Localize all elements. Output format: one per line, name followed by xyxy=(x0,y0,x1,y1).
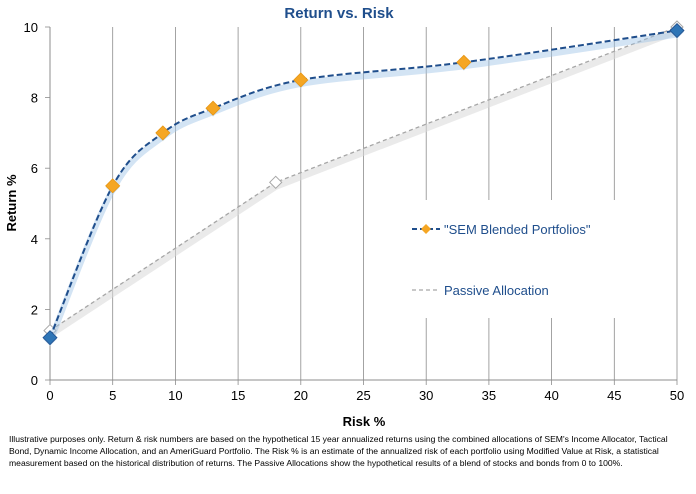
sem-point xyxy=(105,178,121,194)
y-tick-labels: 0 2 4 6 8 10 xyxy=(24,20,38,388)
sem-point xyxy=(456,54,472,70)
legend-passive-label: Passive Allocation xyxy=(444,283,549,298)
legend-sem-marker xyxy=(421,224,431,234)
x-tick-label: 10 xyxy=(168,388,182,403)
x-tick-label: 20 xyxy=(294,388,308,403)
y-tick-label: 2 xyxy=(31,302,38,317)
passive-series-line xyxy=(49,26,678,332)
legend-sem-label: "SEM Blended Portfolios" xyxy=(444,222,591,237)
y-tick-label: 10 xyxy=(24,20,38,35)
x-tick-label: 50 xyxy=(670,388,684,403)
sem-point xyxy=(42,330,58,346)
sem-point xyxy=(155,125,171,141)
sem-series-shadow xyxy=(47,31,678,343)
x-tick-label: 25 xyxy=(356,388,370,403)
sem-point xyxy=(293,72,309,88)
x-axis-label: Risk % xyxy=(343,414,386,429)
chart: Return vs. Risk 0 5 10 15 20 25 30 35 40 45 50 0 2 4… xyxy=(4,5,685,429)
chart-title: Return vs. Risk xyxy=(284,5,394,22)
x-tick-label: 40 xyxy=(544,388,558,403)
passive-point xyxy=(269,175,283,190)
x-tick-label: 5 xyxy=(109,388,116,403)
x-tick-label: 35 xyxy=(482,388,496,403)
y-tick-label: 4 xyxy=(31,232,38,247)
sem-point xyxy=(205,100,221,116)
y-axis-label: Return % xyxy=(4,174,19,232)
footnote: Illustrative purposes only. Return & ris… xyxy=(9,434,668,468)
x-tick-label: 0 xyxy=(46,388,53,403)
legend-background xyxy=(390,200,672,318)
x-tick-label: 30 xyxy=(419,388,433,403)
legend: "SEM Blended Portfolios" Passive Allocat… xyxy=(390,200,672,318)
series-group xyxy=(42,20,685,347)
axes xyxy=(45,26,678,385)
y-tick-label: 6 xyxy=(31,161,38,176)
x-tick-labels: 0 5 10 15 20 25 30 35 40 45 50 xyxy=(46,388,684,403)
y-tick-label: 0 xyxy=(31,373,38,388)
y-tick-label: 8 xyxy=(31,91,38,106)
sem-point xyxy=(669,22,685,39)
x-tick-label: 45 xyxy=(607,388,621,403)
sem-series-line xyxy=(49,29,678,339)
x-tick-label: 15 xyxy=(231,388,245,403)
